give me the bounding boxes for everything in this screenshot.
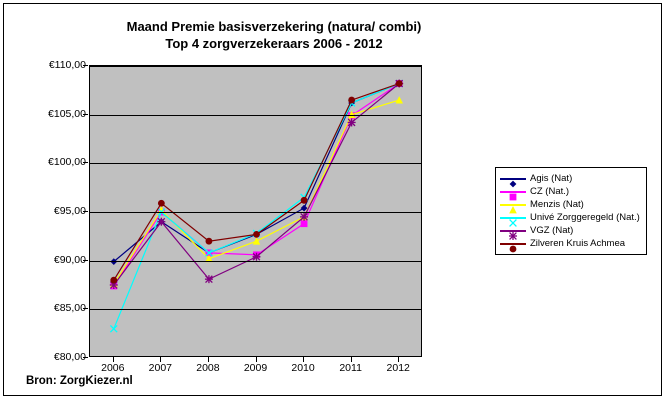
legend-swatch-icon [500,173,526,188]
chart-legend: Agis (Nat) CZ (Nat.) Menzis (Nat) Univé Zor… [495,167,647,255]
data-point-circle [509,245,517,253]
data-point-circle [157,199,165,207]
data-point-diamond [509,180,517,188]
x-tick-mark [255,357,257,362]
data-point-circle [110,276,118,284]
legend-item-cz-nat[interactable]: CZ (Nat.) [500,185,640,201]
data-point-circle [205,237,213,245]
plot-area [89,65,422,357]
gridline [90,163,421,165]
data-point-asterisk [347,118,356,127]
data-point-asterisk [204,275,213,284]
x-tick-label: 2010 [291,362,315,374]
data-point-x [109,324,118,333]
legend-swatch-icon [500,238,526,253]
x-tick-mark [160,357,162,362]
legend-label: Univé Zorggeregeld (Nat.) [530,212,640,223]
gridline [90,309,421,311]
data-point-asterisk [300,212,309,221]
data-point-triangle [205,254,213,263]
y-tick-label: €85,00 [53,302,86,315]
y-tick-mark [83,308,88,310]
x-tick-mark [350,357,352,362]
x-tick-label: 2008 [196,362,220,374]
legend-swatch-icon [500,199,526,214]
data-point-diamond [300,204,308,212]
data-point-x [205,249,213,257]
data-point-asterisk [252,252,261,261]
y-tick-mark [83,211,88,212]
legend-item-univ-zorggeregeld-nat[interactable]: Univé Zorggeregeld (Nat.) [500,211,640,227]
y-tick-label: €95,00 [53,205,86,217]
y-tick-mark [83,65,88,66]
gridline [90,114,421,116]
data-point-square [509,193,517,201]
x-tick-label: 2011 [339,362,362,374]
gridline [90,66,421,67]
y-tick-label: €80,00 [53,351,86,363]
y-tick-label: €100,00 [48,156,86,169]
legend-item-vgz-nat[interactable]: VGZ (Nat) [500,224,640,240]
y-tick-mark [83,357,88,358]
x-tick-mark [207,357,209,362]
source-note: Bron: ZorgKiezer.nl [26,375,133,387]
y-tick-mark [83,113,88,115]
data-point-circle [253,230,260,238]
x-tick-label: 2012 [386,362,410,374]
legend-label: Zilveren Kruis Achmea [530,238,626,249]
legend-item-agis-nat[interactable]: Agis (Nat) [500,172,640,188]
legend-label: CZ (Nat.) [530,186,570,197]
data-point-triangle [347,110,356,119]
chart-title: Maand Premie basisverzekering (natura/ c… [126,19,422,51]
data-point-triangle [252,237,261,245]
x-axis: 2006 2007 2008 2009 2010 2011 2012 [89,362,422,378]
y-tick-mark [83,259,88,261]
x-tick-mark [398,357,400,362]
legend-swatch-icon [500,186,526,201]
y-tick-label: €110,00 [48,59,86,71]
gridline [90,212,421,213]
legend-swatch-icon [500,212,526,227]
data-point-circle [300,196,308,204]
data-point-triangle [509,206,517,214]
legend-label: VGZ (Nat) [530,225,574,236]
chart-frame: Maand Premie basisverzekering (natura/ c… [3,3,662,396]
y-tick-mark [83,162,88,164]
data-point-triangle [157,206,166,214]
legend-item-menzis-nat[interactable]: Menzis (Nat) [500,198,640,214]
x-tick-mark [303,357,305,362]
legend-label: Agis (Nat) [530,173,573,184]
x-tick-label: 2009 [243,362,268,374]
data-point-asterisk [509,232,517,240]
x-tick-label: 2007 [148,362,173,374]
legend-swatch-icon [500,225,526,240]
data-point-circle [395,80,403,87]
gridline [90,260,421,262]
y-axis: €80,00 €85,00 €90,00 €95,00 €100,00 €105,00 €1… [22,59,86,363]
y-tick-label: €90,00 [53,253,86,266]
x-tick-mark [112,357,114,362]
legend-label: Menzis (Nat) [530,199,584,210]
series-line [113,82,400,330]
data-point-square [300,220,308,228]
data-point-asterisk [157,217,166,226]
data-point-circle [348,96,356,104]
legend-item-zilveren-kruis-achmea[interactable]: Zilveren Kruis Achmea [500,237,640,253]
x-tick-label: 2006 [101,362,125,374]
data-point-triangle [395,96,404,104]
data-point-x [509,219,517,227]
y-tick-label: €105,00 [48,107,86,120]
